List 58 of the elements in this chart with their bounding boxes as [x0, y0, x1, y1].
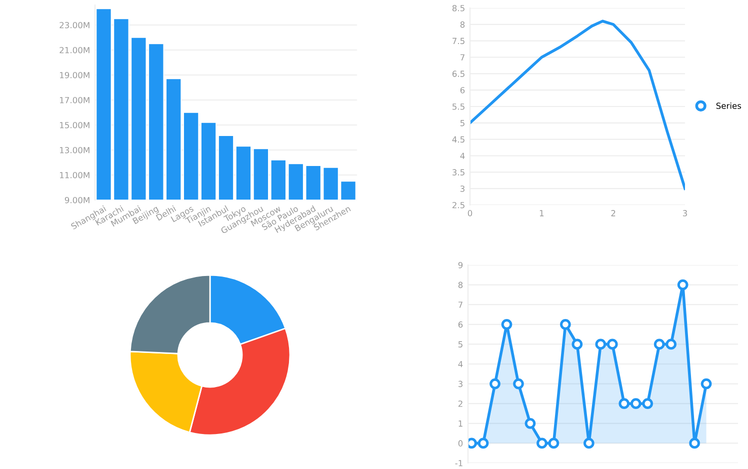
legend-label: Series — [716, 102, 742, 109]
point — [666, 338, 677, 350]
y-tick-label: 9 — [458, 262, 463, 268]
point — [700, 378, 712, 390]
y-tick-label: 4.5 — [452, 136, 464, 143]
y-tick-label: 8 — [460, 21, 465, 28]
y-tick-label: 11.00M — [60, 172, 90, 178]
y-tick-label: 3 — [458, 380, 462, 388]
point — [478, 438, 489, 449]
y-tick-label: 7.5 — [452, 38, 464, 44]
x-tick-label: 3 — [682, 210, 687, 216]
point — [513, 378, 524, 390]
x-tick-label: 0 — [468, 210, 472, 216]
point — [583, 438, 594, 449]
point — [560, 318, 571, 330]
point — [677, 279, 688, 290]
point — [606, 338, 618, 350]
point — [618, 398, 630, 410]
y-tick-label: 2.5 — [452, 202, 464, 208]
y-tick-label: 7 — [458, 302, 462, 308]
y-tick-label: 17.00M — [60, 96, 90, 104]
x-tick-label: 1 — [540, 210, 544, 216]
point — [501, 318, 512, 330]
y-tick-label: 3 — [460, 186, 464, 192]
y-tick-label: 21.00M — [60, 46, 90, 54]
y-tick-label: 1 — [458, 420, 462, 427]
y-tick-label: 19.00M — [60, 72, 90, 78]
y-tick-label: 9.00M — [64, 196, 90, 204]
y-tick-label: 6 — [458, 321, 463, 328]
y-tick-label: 4 — [460, 152, 465, 159]
point — [595, 338, 606, 350]
y-tick-label: 8.5 — [452, 4, 464, 12]
point — [490, 378, 500, 390]
y-tick-label: 13.00M — [60, 146, 90, 154]
y-tick-label: 15.00M — [60, 122, 90, 128]
line-series — [470, 20, 685, 190]
y-tick-label: 3.5 — [452, 169, 464, 176]
x-tick-label: 2 — [611, 210, 616, 216]
y-tick-label: 2 — [458, 400, 462, 407]
y-tick-label: 5 — [460, 120, 464, 126]
y-tick-label: 7 — [460, 54, 464, 60]
point — [630, 398, 642, 410]
y-tick-label: 4 — [458, 361, 463, 368]
point — [548, 438, 560, 449]
point — [524, 418, 536, 429]
point — [654, 338, 665, 350]
y-tick-label: 0 — [458, 440, 463, 446]
y-tick-label: 5 — [458, 341, 462, 348]
y-tick-label: 5.5 — [452, 104, 464, 110]
y-tick-label: 8 — [458, 282, 463, 288]
point — [572, 338, 583, 350]
point — [642, 398, 654, 410]
y-tick-label: 6.5 — [452, 70, 464, 77]
point — [689, 438, 700, 449]
y-tick-label: 6 — [460, 87, 465, 94]
y-tick-label: -1 — [455, 460, 462, 466]
point — [536, 438, 548, 449]
y-tick-label: 23.00M — [60, 22, 90, 28]
